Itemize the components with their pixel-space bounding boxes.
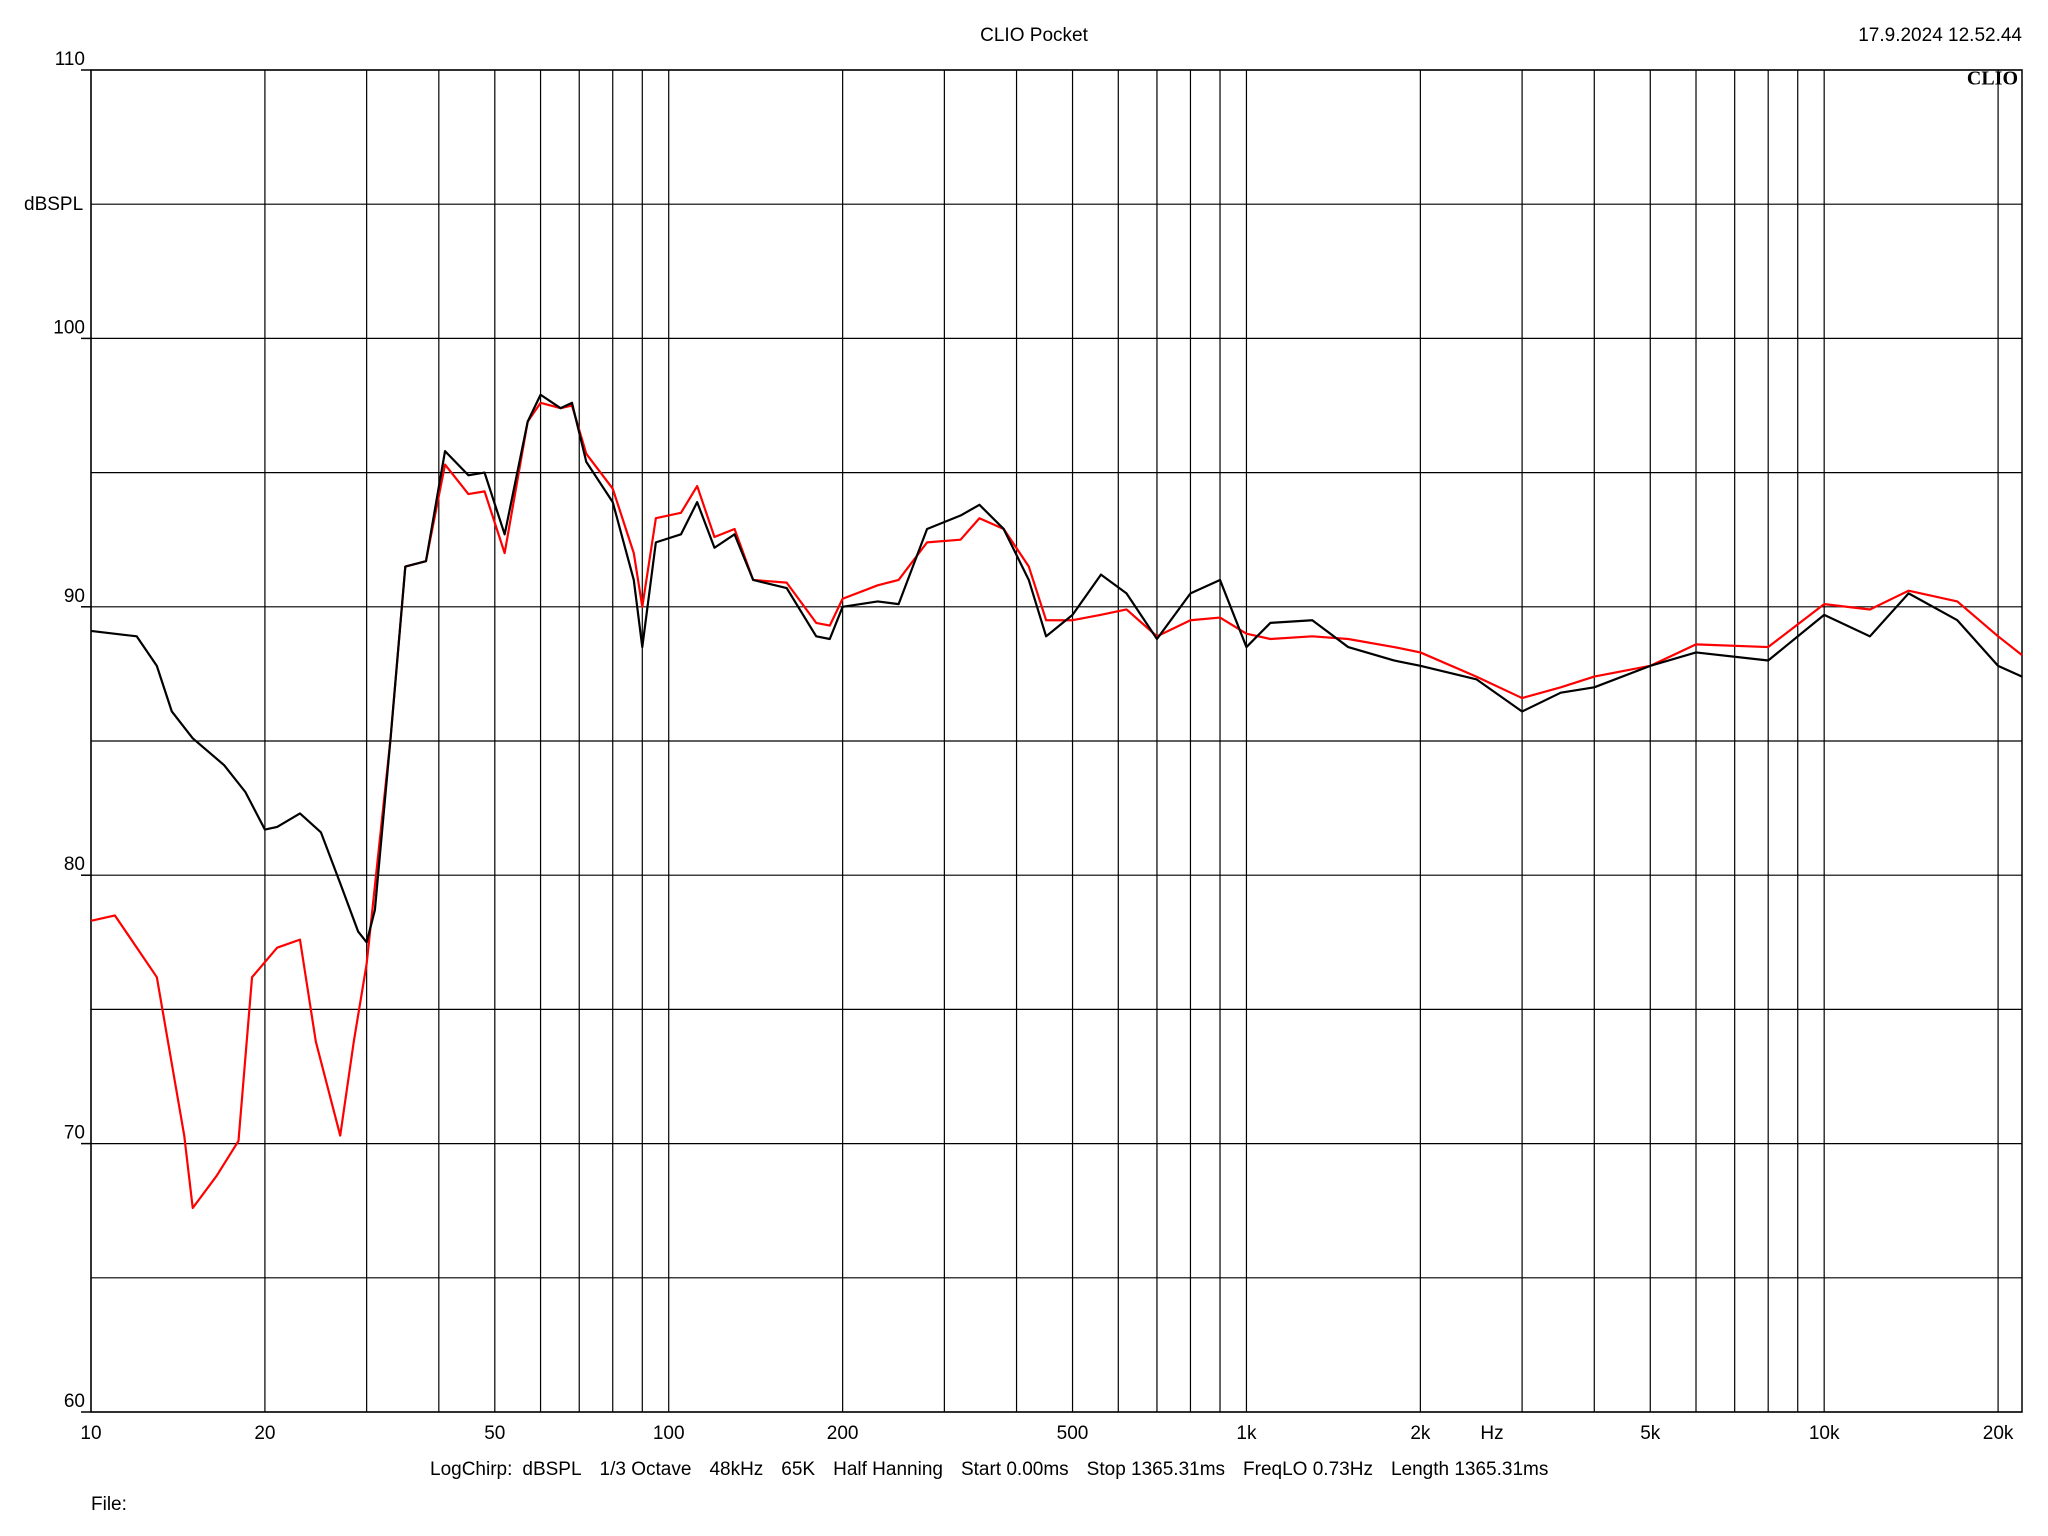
timestamp: 17.9.2024 12.52.44 (1858, 25, 2022, 46)
footer-item: Start 0.00ms (961, 1459, 1069, 1480)
x-tick-label: 5k (1640, 1423, 1661, 1444)
series-line (90, 393, 2023, 944)
footer-item: LogChirp: (430, 1459, 512, 1480)
footer-item: 48kHz (709, 1459, 763, 1480)
chart-title: CLIO Pocket (980, 25, 1088, 46)
x-tick-label: 50 (484, 1423, 505, 1444)
footer-item: Half Hanning (833, 1459, 943, 1480)
footer-item: Stop 1365.31ms (1087, 1459, 1225, 1480)
y-tick-label: 70 (64, 1123, 85, 1144)
plot-frame (90, 69, 2023, 1413)
x-tick-label: 500 (1057, 1423, 1089, 1444)
file-label: File: (91, 1494, 127, 1515)
footer-item: Length 1365.31ms (1391, 1459, 1548, 1480)
x-axis-label: Hz (1480, 1423, 1503, 1444)
y-tick-label: 110 (55, 49, 85, 70)
x-tick-label: 1k (1236, 1423, 1257, 1444)
footer-item: FreqLO 0.73Hz (1243, 1459, 1373, 1480)
x-tick-label: 2k (1410, 1423, 1431, 1444)
y-tick-label: 90 (64, 586, 85, 607)
y-tick-label: 80 (64, 854, 85, 875)
x-tick-label: 200 (827, 1423, 859, 1444)
series-line (90, 401, 2023, 1210)
x-tick-label: 100 (653, 1423, 685, 1444)
x-tick-label: 10k (1809, 1423, 1840, 1444)
footer: LogChirp: dBSPL 1/3 Octave 48kHz 65K Half Han… (430, 1459, 1548, 1480)
footer-item: 65K (781, 1459, 815, 1480)
logo: CLIO (1967, 68, 2018, 90)
x-tick-label: 20 (254, 1423, 275, 1444)
y-tick-label: 60 (64, 1391, 85, 1412)
x-tick-label: 10 (80, 1423, 101, 1444)
footer-item: dBSPL (522, 1459, 581, 1480)
footer-item: 1/3 Octave (600, 1459, 692, 1480)
x-tick-label: 20k (1983, 1423, 2014, 1444)
y-axis-label: dBSPL (24, 194, 83, 215)
y-tick-label: 100 (53, 317, 85, 338)
